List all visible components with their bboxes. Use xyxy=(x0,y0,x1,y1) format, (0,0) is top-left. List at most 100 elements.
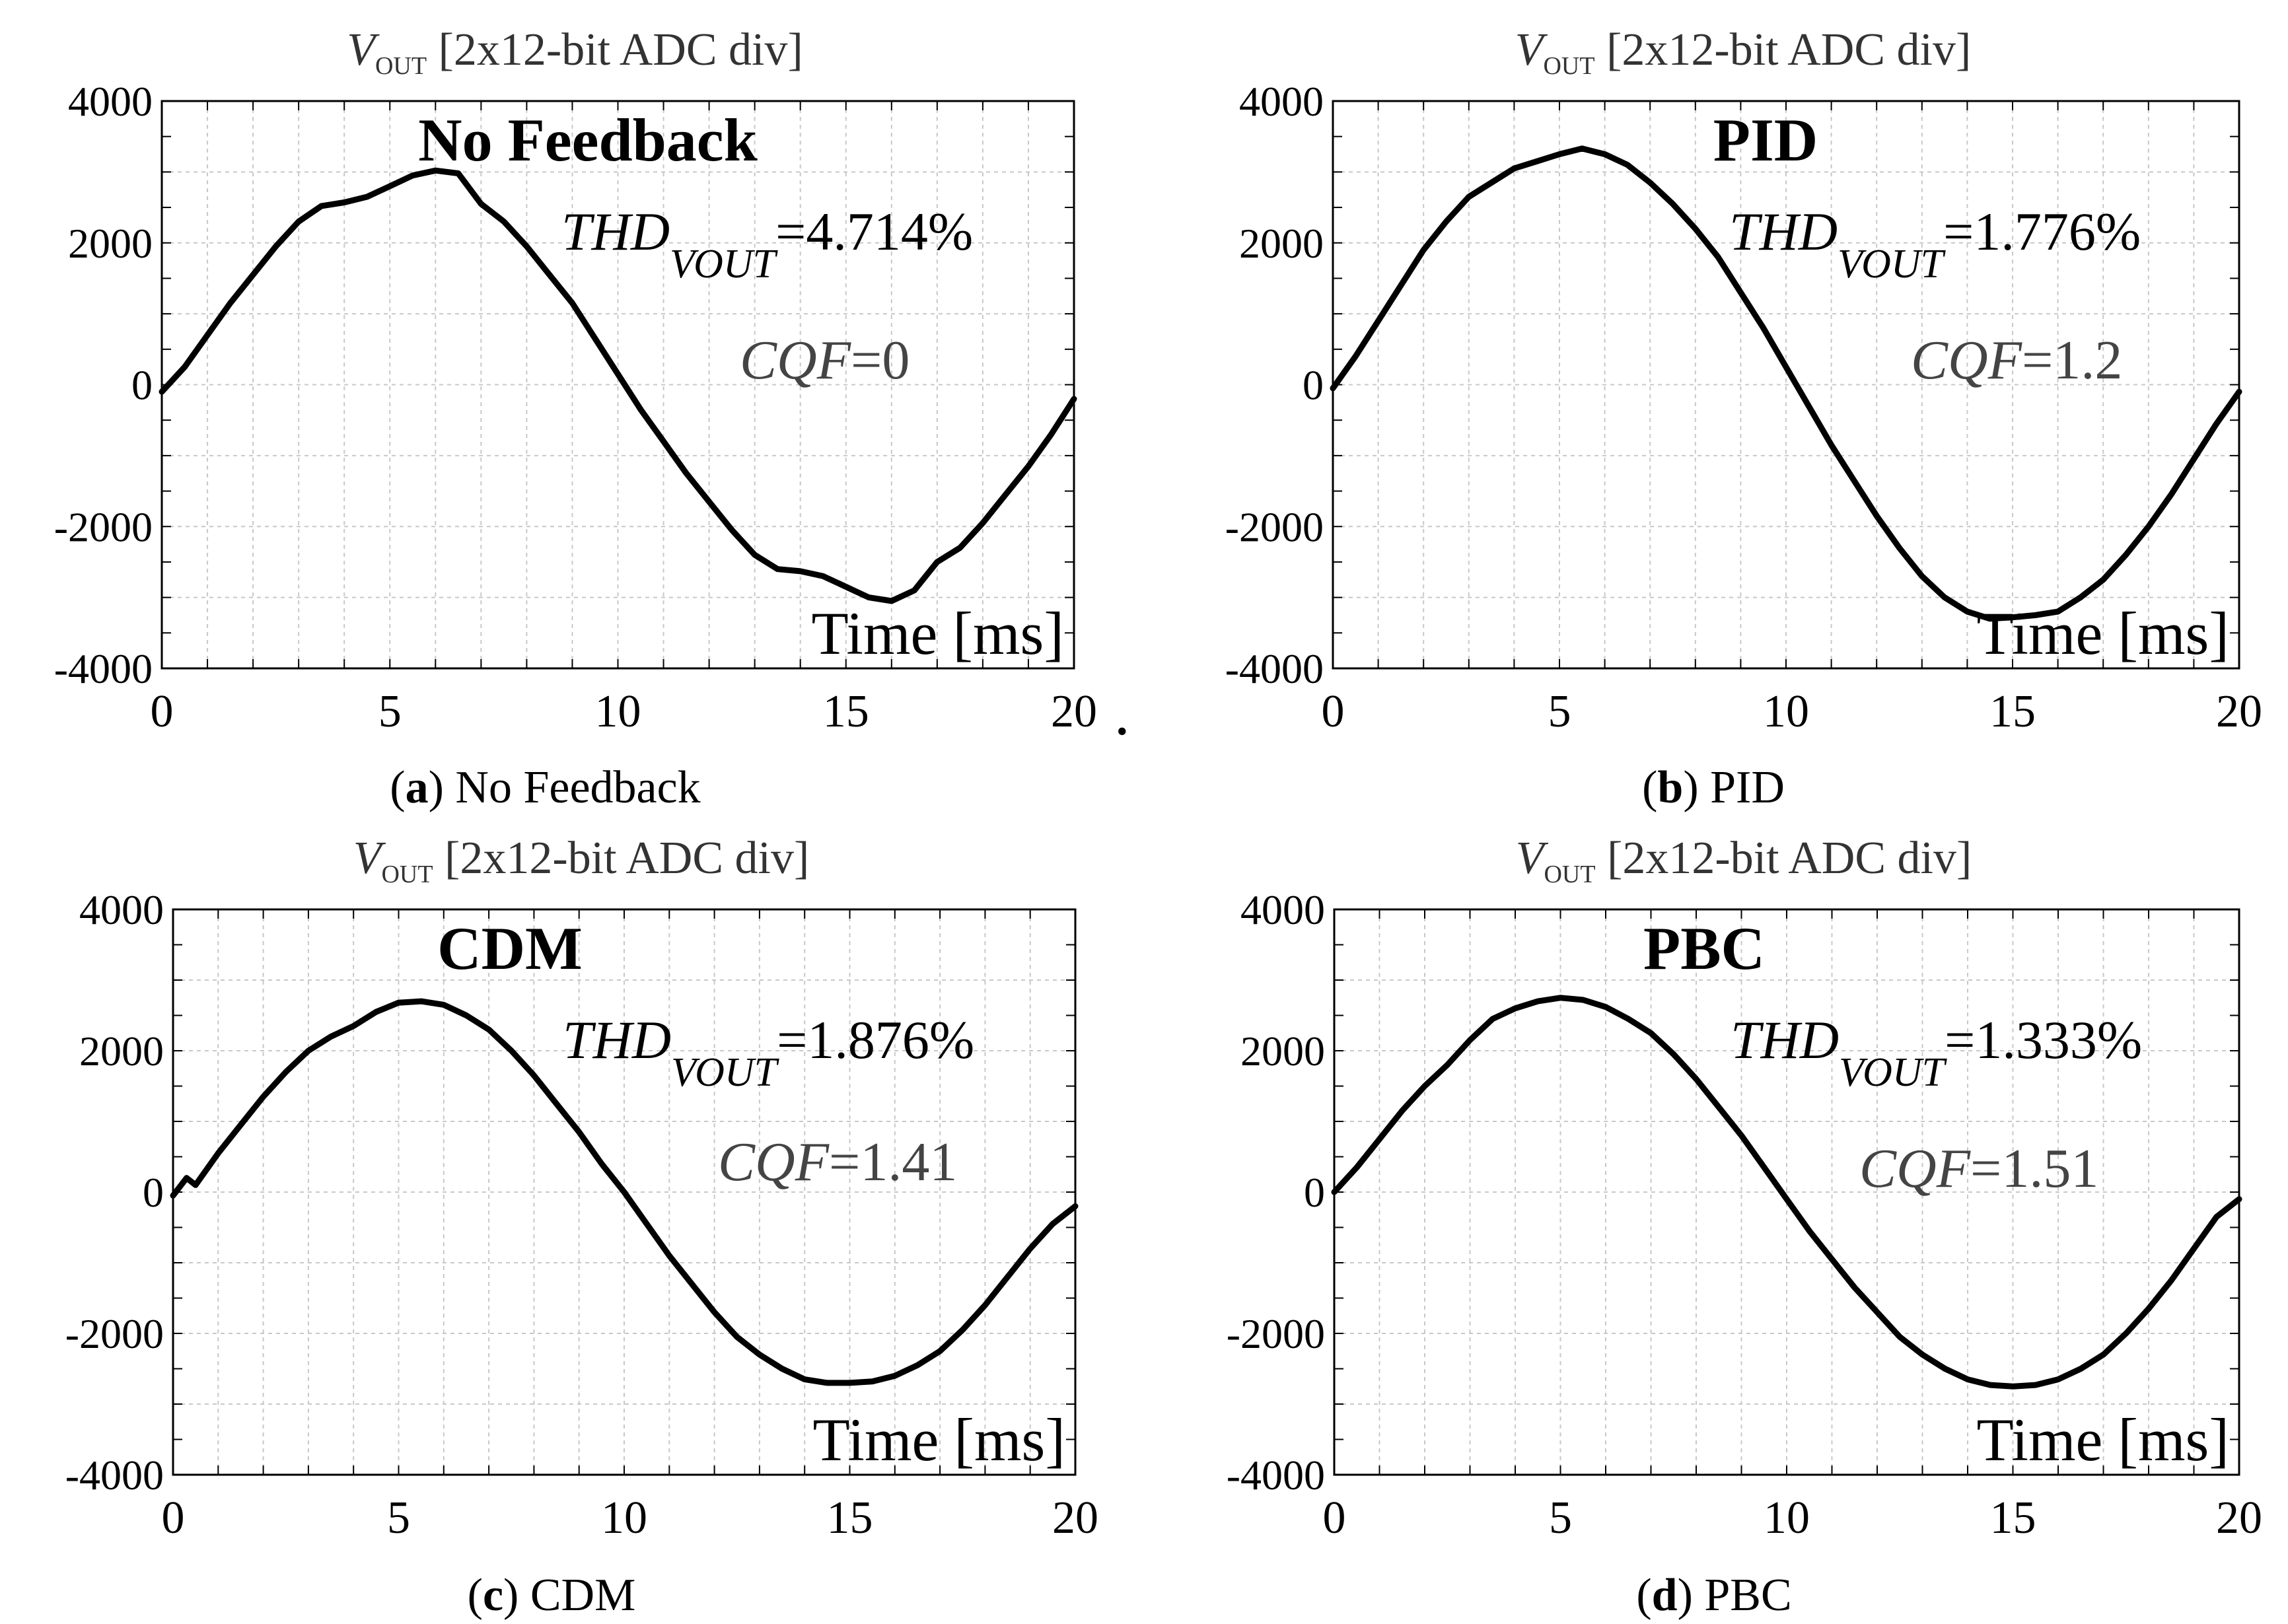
caption-text: PBC xyxy=(1704,1570,1791,1621)
cqf-label: CQF xyxy=(1911,330,2023,391)
y-tick-label: -4000 xyxy=(54,645,153,692)
cqf-annotation: CQF=1.2 xyxy=(1911,330,2122,391)
x-tick-label: 15 xyxy=(827,1493,873,1543)
y-tick-label: -4000 xyxy=(1227,1452,1325,1499)
y-tick-label: 0 xyxy=(131,362,153,409)
x-axis-label: Time [ms] xyxy=(811,600,1064,667)
y-tick-label: 0 xyxy=(143,1169,164,1216)
y-tick-label: -2000 xyxy=(1227,1310,1325,1357)
y-tick-label: 2000 xyxy=(68,220,153,267)
caption-close-paren: ) xyxy=(429,762,456,813)
thd-label: THD xyxy=(563,1010,671,1070)
thd-annotation: THDVOUT=1.876% xyxy=(563,1010,974,1095)
thd-subscript: VOUT xyxy=(1839,1050,1948,1095)
caption-open-paren: ( xyxy=(390,762,405,813)
y-axis-symbol: V xyxy=(353,833,386,884)
y-axis-label: VOUT [2x12-bit ADC div] xyxy=(1516,833,1972,888)
y-tick-label: 4000 xyxy=(1239,78,1324,125)
x-tick-label: 10 xyxy=(601,1493,647,1543)
x-tick-label: 10 xyxy=(1764,1493,1810,1543)
chart-title: CDM xyxy=(437,915,583,982)
x-tick-label: 5 xyxy=(1549,1493,1572,1543)
cqf-annotation: CQF=0 xyxy=(740,330,910,391)
y-tick-label: 0 xyxy=(1303,362,1324,409)
tick-marks xyxy=(1333,101,2239,668)
grid xyxy=(1333,101,2239,668)
y-tick-label: 4000 xyxy=(1240,886,1325,933)
y-tick-label: 2000 xyxy=(1239,220,1324,267)
y-axis-symbol: V xyxy=(1516,833,1549,884)
y-tick-label: -2000 xyxy=(65,1310,164,1357)
panel-caption: (d) PBC xyxy=(1636,1570,1791,1621)
y-axis-label: VOUT [2x12-bit ADC div] xyxy=(353,833,810,888)
cqf-value: =1.51 xyxy=(1970,1138,2098,1199)
chart-panel-a: -4000 -2000 0 2000 4000 0 5 10 15 20 VOUT [2x12-bi… xyxy=(54,24,1097,813)
caption-open-paren: ( xyxy=(1636,1570,1651,1621)
x-tick-label: 5 xyxy=(1548,686,1571,737)
x-axis-label: Time [ms] xyxy=(1976,1406,2229,1473)
thd-label: THD xyxy=(1729,201,1838,262)
cqf-label: CQF xyxy=(1859,1138,1972,1199)
panel-caption: (b) PID xyxy=(1642,762,1785,813)
y-axis-subscript: OUT xyxy=(1543,52,1594,80)
caption-label: c xyxy=(483,1570,503,1621)
y-tick-label: 4000 xyxy=(79,886,164,933)
caption-open-paren: ( xyxy=(1642,762,1657,813)
y-tick-label: -2000 xyxy=(1225,503,1324,550)
x-axis-label: Time [ms] xyxy=(1976,600,2229,667)
x-tick-label: 20 xyxy=(1052,1493,1098,1543)
thd-label: THD xyxy=(561,201,670,262)
x-tick-label: 0 xyxy=(151,686,174,737)
x-tick-label: 5 xyxy=(378,686,402,737)
x-tick-label: 20 xyxy=(2216,686,2262,737)
y-axis-subscript: OUT xyxy=(375,52,427,80)
x-tick-label: 20 xyxy=(1051,686,1097,737)
y-axis-label: VOUT [2x12-bit ADC div] xyxy=(347,24,803,80)
panel-caption: (c) CDM xyxy=(468,1570,636,1621)
x-tick-label: 0 xyxy=(162,1493,185,1543)
caption-close-paren: ) xyxy=(1683,762,1710,813)
x-tick-label: 15 xyxy=(823,686,869,737)
y-axis-symbol: V xyxy=(347,24,380,75)
chart-panel-c: -4000 -2000 0 2000 4000 0 5 10 15 20 VOUT [2x12-bi… xyxy=(65,833,1098,1621)
x-tick-label: 0 xyxy=(1322,686,1345,737)
tick-marks xyxy=(1334,909,2239,1475)
cqf-annotation: CQF=1.51 xyxy=(1859,1138,2098,1199)
y-tick-label: -4000 xyxy=(1225,645,1324,692)
thd-annotation: THDVOUT=1.776% xyxy=(1729,201,2141,287)
x-tick-label: 15 xyxy=(1990,1493,2036,1543)
x-tick-label: 5 xyxy=(387,1493,410,1543)
vout-trace-line xyxy=(1330,145,2242,622)
cqf-value: =0 xyxy=(851,330,910,391)
chart-panel-d: -4000 -2000 0 2000 4000 0 5 10 15 20 VOUT [2x12-bi… xyxy=(1227,833,2262,1621)
thd-value: =1.333% xyxy=(1945,1010,2142,1070)
tick-marks xyxy=(162,101,1074,668)
grid xyxy=(1334,909,2239,1475)
y-axis-unit: [2x12-bit ADC div] xyxy=(427,24,803,75)
vout-trace-line xyxy=(1331,995,2242,1390)
cqf-label: CQF xyxy=(740,330,852,391)
caption-label: a xyxy=(406,762,429,813)
y-axis-unit: [2x12-bit ADC div] xyxy=(1596,833,1972,884)
tick-marks xyxy=(173,909,1075,1475)
y-axis-unit: [2x12-bit ADC div] xyxy=(1595,24,1972,75)
y-axis-label: VOUT [2x12-bit ADC div] xyxy=(1515,24,1972,80)
y-tick-label: 2000 xyxy=(79,1028,164,1075)
x-tick-label: 15 xyxy=(1989,686,2036,737)
vout-trace-line xyxy=(170,998,1079,1386)
thd-subscript: VOUT xyxy=(671,1050,780,1095)
chart-title: PBC xyxy=(1643,915,1765,982)
thd-value: =1.776% xyxy=(1943,201,2141,262)
thd-annotation: THDVOUT=4.714% xyxy=(561,201,973,287)
caption-open-paren: ( xyxy=(468,1570,483,1621)
y-axis-subscript: OUT xyxy=(1544,861,1595,888)
y-tick-label: 0 xyxy=(1304,1169,1325,1216)
thd-annotation: THDVOUT=1.333% xyxy=(1731,1010,2142,1095)
caption-label: d xyxy=(1652,1570,1678,1621)
caption-label: b xyxy=(1657,762,1683,813)
x-tick-label: 0 xyxy=(1323,1493,1346,1543)
caption-close-paren: ) xyxy=(1678,1570,1705,1621)
caption-close-paren: ) xyxy=(503,1570,530,1621)
stray-period: . xyxy=(1116,694,1128,745)
